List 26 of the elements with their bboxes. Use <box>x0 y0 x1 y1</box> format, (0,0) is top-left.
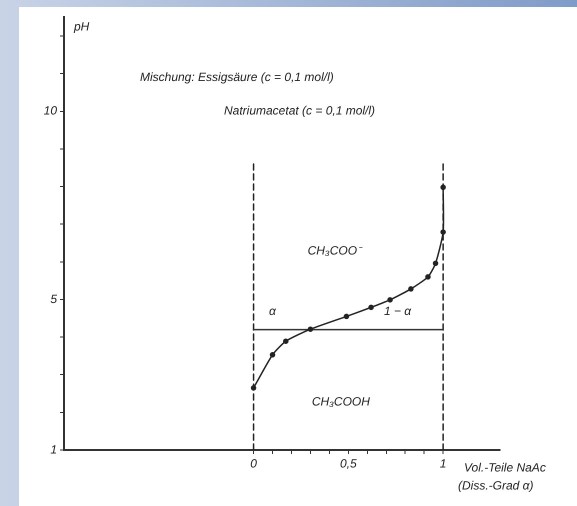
point <box>344 314 350 320</box>
point <box>250 385 256 391</box>
point <box>440 229 446 235</box>
point <box>270 352 276 358</box>
text: Mischung: Essigsäure (c = 0,1 mol/l) <box>140 70 334 84</box>
annotation: α <box>268 304 277 318</box>
x-tick-label: 0,5 <box>340 456 358 471</box>
x-axis-title: Vol.-Teile NaAc (Diss.-Grad α) <box>458 460 546 492</box>
point <box>408 286 414 292</box>
x-tick-label: 0 <box>250 456 258 471</box>
point <box>387 297 393 303</box>
point <box>308 326 314 332</box>
point <box>432 260 438 266</box>
annotation: CH₃COOH <box>312 394 370 409</box>
y-tick-label: 10 <box>44 104 58 118</box>
text: Natriumacetat (c = 0,1 mol/l) <box>224 104 376 118</box>
y-axis-title: pH <box>73 20 90 34</box>
point <box>425 274 431 280</box>
y-tick-label: 5 <box>50 292 58 306</box>
point <box>283 338 289 344</box>
annotation: 1 − α <box>384 304 412 318</box>
annotation: CH₃COO⁻ <box>308 243 364 258</box>
y-tick-label: 1 <box>50 442 57 456</box>
point <box>440 184 446 190</box>
point <box>368 304 374 310</box>
x-tick-label: 1 <box>440 456 446 471</box>
